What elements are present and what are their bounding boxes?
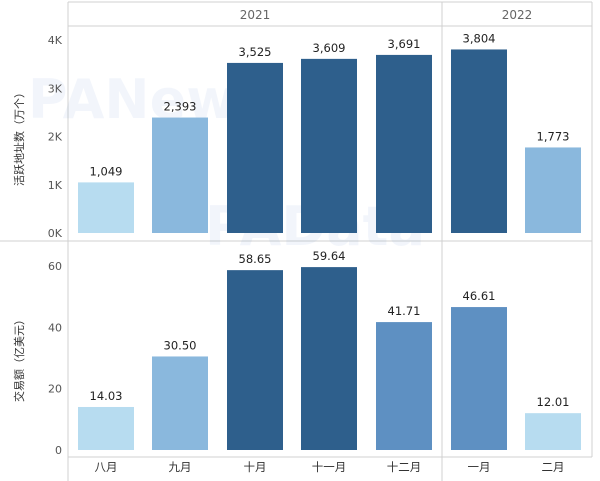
- x-tick-label: 二月: [542, 460, 565, 474]
- data-label: 41.71: [388, 304, 421, 318]
- data-label: 3,691: [388, 37, 421, 51]
- x-axis: 八月 九月 十月 十一月 十二月 一月 二月: [95, 460, 565, 474]
- bar: [451, 307, 507, 450]
- year-headers: 2021 2022: [240, 8, 533, 22]
- data-label: 12.01: [537, 395, 570, 409]
- bar: [152, 356, 208, 450]
- y-axis-title: 交易额（亿美元）: [12, 314, 26, 402]
- data-label: 14.03: [90, 389, 123, 403]
- x-tick-label: 十一月: [312, 460, 347, 474]
- panel: 活跃地址数（万个） 0K 1K 2K 3K 4K 1,049 2,393 3,525 3,609 3…: [12, 31, 581, 240]
- data-label: 3,525: [239, 45, 272, 59]
- y-tick-label: 60: [48, 260, 62, 273]
- x-tick-label: 八月: [95, 460, 118, 474]
- bar: [227, 62, 283, 234]
- bar: [525, 147, 581, 233]
- y-tick-label: 40: [48, 321, 62, 334]
- data-label: 3,609: [313, 41, 346, 55]
- chart-panels: 活跃地址数（万个） 0K 1K 2K 3K 4K 1,049 2,393 3,525 3,609 3…: [12, 31, 581, 457]
- bar: [301, 267, 357, 450]
- panel: 交易额（亿美元） 0 20 40 60 14.03 30.50 58.65 59.64 41.71…: [12, 249, 581, 457]
- data-label: 30.50: [164, 338, 197, 352]
- data-label: 46.61: [463, 289, 496, 303]
- x-tick-label: 一月: [468, 460, 491, 474]
- y-tick-label: 1K: [48, 179, 63, 192]
- data-label: 1,773: [537, 129, 570, 143]
- x-tick-label: 九月: [169, 460, 192, 474]
- bar: [525, 413, 581, 450]
- y-tick-label: 2K: [48, 131, 63, 144]
- x-tick-label: 十月: [244, 460, 267, 474]
- data-label: 3,804: [463, 31, 496, 45]
- bar: [227, 270, 283, 450]
- data-label: 2,393: [164, 100, 197, 114]
- x-tick-label: 十二月: [387, 460, 422, 474]
- y-tick-label: 0: [55, 444, 62, 457]
- data-label: 59.64: [313, 249, 346, 263]
- year-header: 2021: [240, 8, 271, 22]
- bar: [78, 406, 134, 450]
- data-label: 1,049: [90, 164, 123, 178]
- bar: [376, 54, 432, 234]
- bar: [152, 117, 208, 233]
- bar: [451, 49, 507, 233]
- y-tick-label: 4K: [48, 34, 63, 47]
- year-header: 2022: [502, 8, 533, 22]
- bar: [376, 322, 432, 450]
- data-label: 58.65: [239, 252, 272, 266]
- bar: [78, 182, 134, 233]
- bar: [301, 58, 357, 233]
- y-axis-title: 活跃地址数（万个）: [12, 87, 26, 186]
- y-tick-label: 0K: [48, 227, 63, 240]
- y-tick-label: 3K: [48, 82, 63, 95]
- y-tick-label: 20: [48, 383, 62, 396]
